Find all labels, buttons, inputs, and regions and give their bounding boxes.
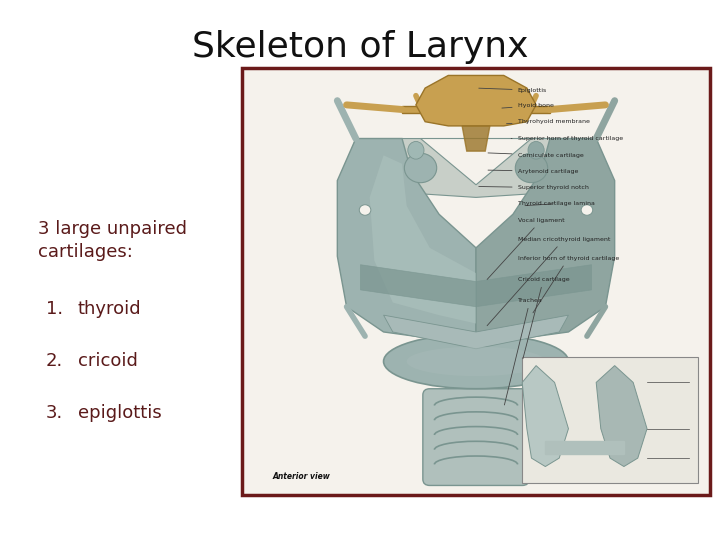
Text: Vocal ligament: Vocal ligament <box>487 218 564 279</box>
Text: Superior horn of thyroid cartilage: Superior horn of thyroid cartilage <box>511 136 623 141</box>
Text: Inferior horn of thyroid cartilage: Inferior horn of thyroid cartilage <box>518 256 619 313</box>
Ellipse shape <box>384 334 569 389</box>
Polygon shape <box>416 76 536 126</box>
Polygon shape <box>384 315 569 349</box>
Text: Superior thyroid notch: Superior thyroid notch <box>479 185 588 190</box>
Polygon shape <box>338 139 476 345</box>
Polygon shape <box>545 441 624 454</box>
Polygon shape <box>420 139 531 185</box>
Ellipse shape <box>407 347 545 376</box>
Text: Arytenoid cartilage: Arytenoid cartilage <box>488 169 578 174</box>
Text: Trachea: Trachea <box>505 298 542 405</box>
Polygon shape <box>402 106 550 113</box>
Text: Anterior view: Anterior view <box>273 472 330 481</box>
Text: Skeleton of Larynx: Skeleton of Larynx <box>192 30 528 64</box>
Text: Hyoid bone: Hyoid bone <box>502 103 554 108</box>
Ellipse shape <box>516 153 548 183</box>
Ellipse shape <box>359 205 371 215</box>
Text: Corniculate cartilage: Corniculate cartilage <box>488 153 583 158</box>
Ellipse shape <box>408 141 424 159</box>
Text: thyroid: thyroid <box>78 300 142 318</box>
Text: 2.: 2. <box>46 352 63 370</box>
Bar <box>522 357 698 483</box>
Text: 1.: 1. <box>46 300 63 318</box>
Text: Thyrohyoid membrane: Thyrohyoid membrane <box>506 119 590 124</box>
Bar <box>242 68 710 495</box>
Text: Epiglottis: Epiglottis <box>479 87 547 93</box>
Text: 3 large unpaired
cartilages:: 3 large unpaired cartilages: <box>38 220 187 261</box>
Text: Median cricothyroid ligament: Median cricothyroid ligament <box>487 237 610 326</box>
Polygon shape <box>522 366 569 467</box>
Polygon shape <box>476 139 615 345</box>
Text: Cricoid cartilage: Cricoid cartilage <box>518 277 570 359</box>
Polygon shape <box>462 126 490 151</box>
Text: Thyroid cartilage lamina: Thyroid cartilage lamina <box>518 201 595 206</box>
Ellipse shape <box>528 141 544 159</box>
Polygon shape <box>596 366 647 467</box>
Polygon shape <box>361 265 592 307</box>
Ellipse shape <box>581 205 593 215</box>
FancyBboxPatch shape <box>423 389 529 485</box>
Ellipse shape <box>405 153 437 183</box>
Polygon shape <box>369 156 476 323</box>
Polygon shape <box>346 139 606 198</box>
Text: cricoid: cricoid <box>78 352 138 370</box>
Text: epiglottis: epiglottis <box>78 404 162 422</box>
Text: 3.: 3. <box>46 404 63 422</box>
